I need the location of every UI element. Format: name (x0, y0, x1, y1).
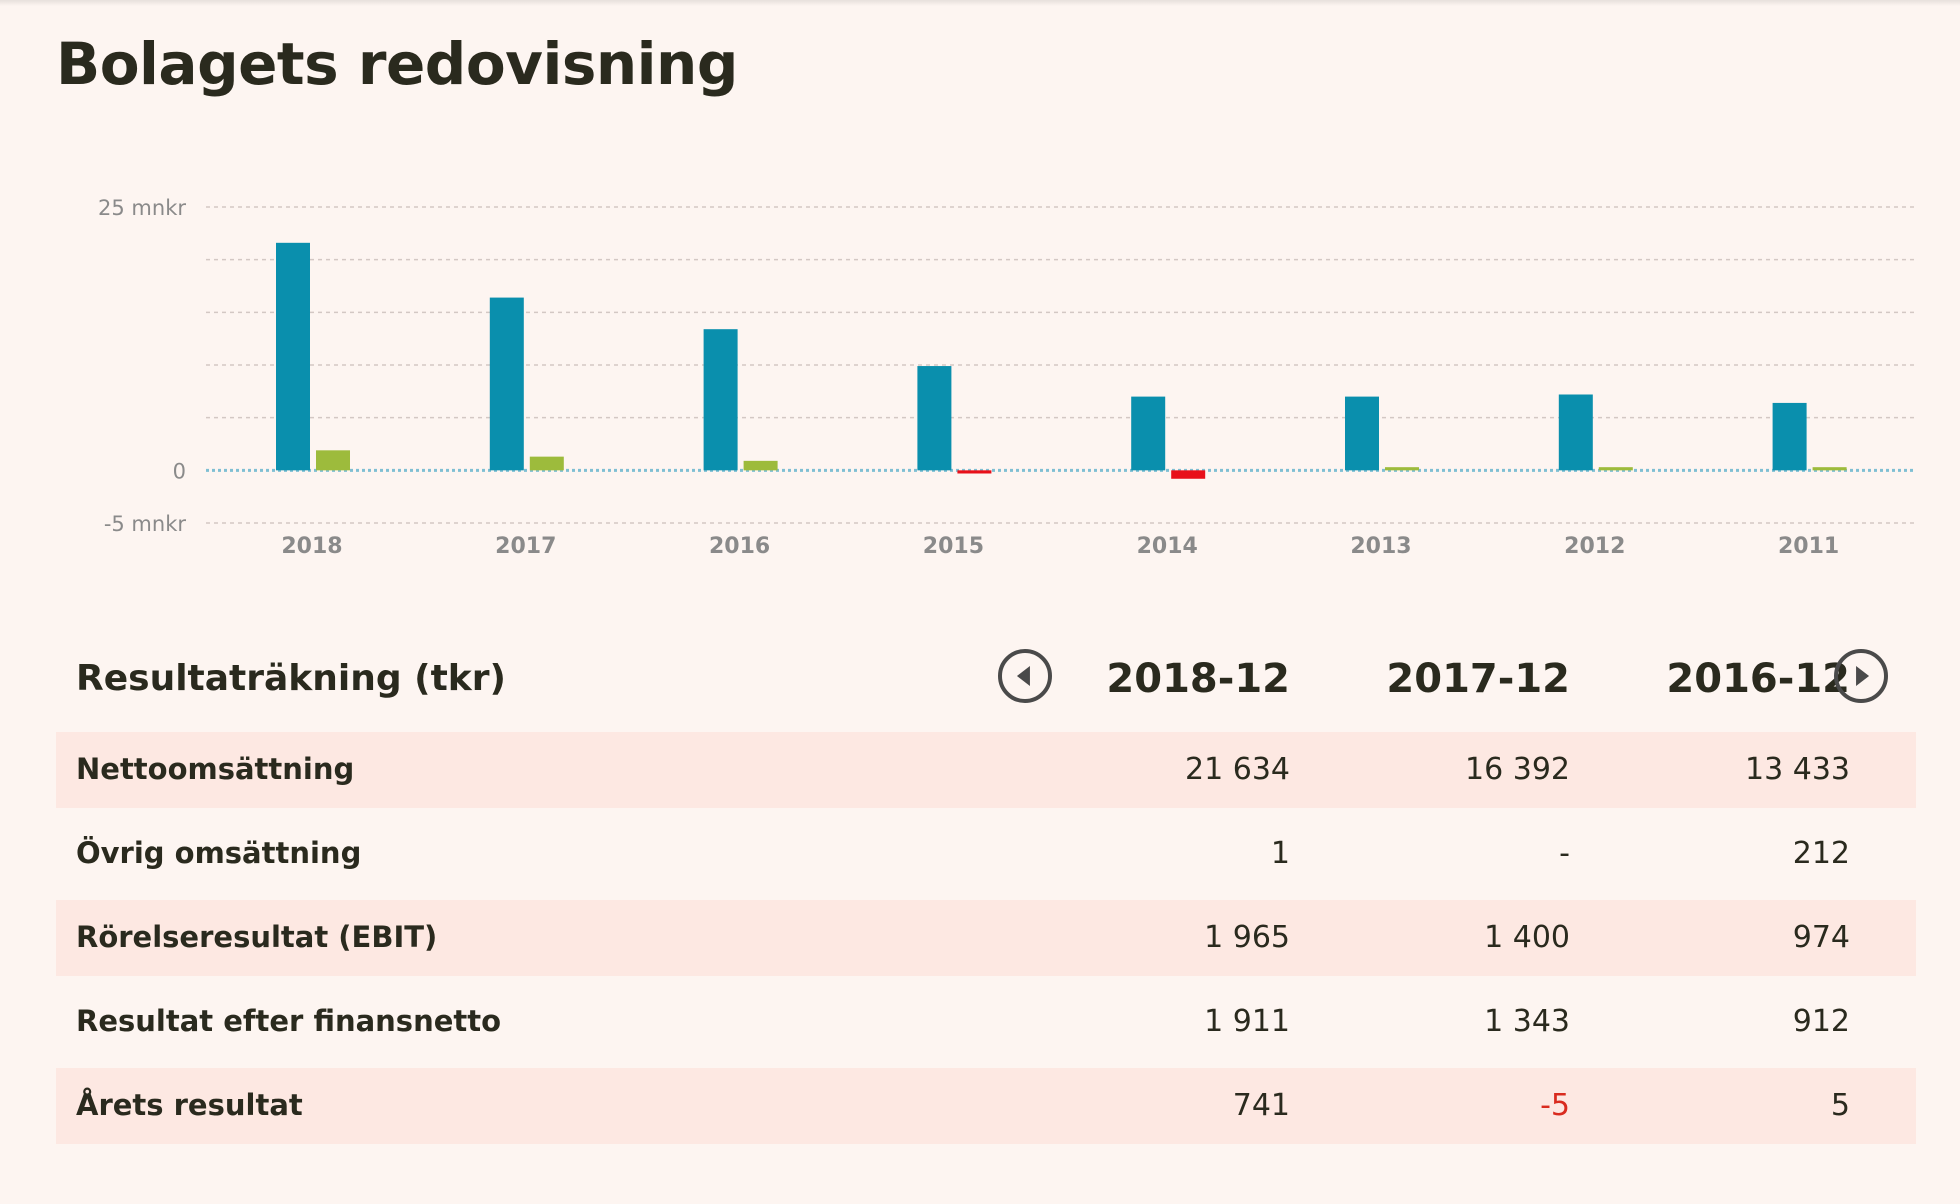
cell-value: 1 911 (1204, 1004, 1290, 1039)
x-tick-label: 2011 (1778, 534, 1839, 559)
revenue-bar (1772, 402, 1807, 471)
table-title: Resultaträkning (tkr) (76, 658, 506, 699)
cell-value: 16 392 (1465, 752, 1570, 787)
column-header-year-1: 2018-12 (1106, 656, 1290, 702)
x-tick-label: 2018 (281, 534, 342, 559)
result-bar (957, 470, 992, 474)
x-tick-label: 2016 (709, 534, 770, 559)
revenue-bar (917, 366, 952, 471)
previous-years-button[interactable] (998, 649, 1052, 703)
cell-value: - (1559, 836, 1570, 871)
revenue-bar (1345, 396, 1379, 471)
row-label: Rörelseresultat (EBIT) (76, 920, 438, 954)
row-label: Årets resultat (76, 1088, 303, 1122)
row-label: Övrig omsättning (76, 836, 362, 870)
result-bar (1812, 467, 1847, 471)
y-tick-label: -5 mnkr (104, 512, 187, 536)
column-header-year-3: 2016-12 (1666, 656, 1850, 702)
revenue-bar (703, 329, 738, 471)
cell-value-negative: -5 (1540, 1088, 1570, 1123)
cell-value: 974 (1792, 920, 1850, 955)
cell-value: 912 (1792, 1004, 1850, 1039)
revenue-bar (1131, 396, 1166, 471)
arrow-left-icon (1016, 666, 1030, 686)
x-tick-label: 2013 (1350, 534, 1411, 559)
cell-value: 21 634 (1185, 752, 1290, 787)
revenue-bar (276, 242, 310, 471)
result-bar (529, 456, 564, 471)
cell-value: 13 433 (1745, 752, 1850, 787)
x-tick-label: 2014 (1137, 534, 1198, 559)
result-bar (1385, 467, 1419, 471)
y-tick-label: 25 mnkr (98, 196, 186, 220)
table-row-nettoomsattning: Nettoomsättning 21 634 16 392 13 433 (56, 732, 1916, 808)
cell-value: 741 (1232, 1088, 1290, 1123)
result-bar (1171, 470, 1206, 479)
row-label: Resultat efter finansnetto (76, 1004, 502, 1038)
cell-value: 5 (1830, 1088, 1850, 1123)
table-row-ovrig-omsattning: Övrig omsättning 1 - 212 (56, 816, 1916, 892)
column-header-year-2: 2017-12 (1386, 656, 1570, 702)
table-row-resultat-efter-finansnetto: Resultat efter finansnetto 1 911 1 343 9… (56, 984, 1916, 1060)
table-header: Resultaträkning (tkr) 2018-12 2017-12 20… (56, 640, 1916, 722)
cell-value: 1 400 (1484, 920, 1570, 955)
financial-bar-chart: 25 mnkr 0 -5 mnkr 2018 2017 2016 2015 2014 2013 2… (98, 196, 1914, 559)
next-years-button[interactable] (1834, 649, 1888, 703)
y-tick-label: 0 (173, 459, 186, 483)
cell-value: 1 343 (1484, 1004, 1570, 1039)
top-shadow (0, 0, 1960, 6)
row-label: Nettoomsättning (76, 752, 355, 786)
result-bar (743, 460, 778, 471)
table-row-arets-resultat: Årets resultat 741 -5 5 (56, 1068, 1916, 1144)
x-tick-label: 2012 (1564, 534, 1625, 559)
arrow-right-icon (1856, 666, 1870, 686)
revenue-bar (489, 297, 524, 471)
page-title: Bolagets redovisning (56, 30, 738, 98)
x-tick-label: 2017 (495, 534, 556, 559)
cell-value: 212 (1792, 836, 1850, 871)
x-tick-label: 2015 (923, 534, 984, 559)
table-row-rorelseresultat: Rörelseresultat (EBIT) 1 965 1 400 974 (56, 900, 1916, 976)
cell-value: 1 (1270, 836, 1290, 871)
result-bar (1598, 467, 1633, 471)
revenue-bar (1558, 394, 1593, 471)
cell-value: 1 965 (1204, 920, 1290, 955)
result-bar (316, 450, 350, 471)
